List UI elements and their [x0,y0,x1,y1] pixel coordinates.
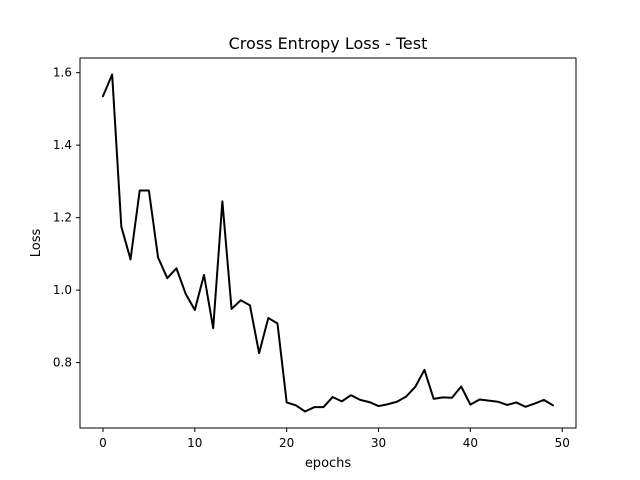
x-tick-label: 30 [371,436,386,450]
x-tick-label: 0 [99,436,107,450]
y-tick-label: 1.6 [53,66,72,80]
x-tick-label: 20 [279,436,294,450]
series-line [101,73,555,413]
y-axis-label: Loss [29,229,44,258]
y-tick-label: 0.8 [53,356,72,370]
plot-frame [79,57,577,429]
chart-title: Cross Entropy Loss - Test [229,34,428,53]
y-tick-label: 1.4 [53,138,72,152]
y-axis: 0.8 1.0 1.2 1.4 1.6 [53,66,80,370]
x-tick-label: 50 [555,436,570,450]
x-tick-label: 40 [463,436,478,450]
y-tick-label: 1.0 [53,283,72,297]
x-axis: 0 10 20 30 40 50 [99,428,570,450]
x-axis-label: epochs [305,456,352,471]
y-tick-label: 1.2 [53,211,72,225]
x-tick-label: 10 [187,436,202,450]
